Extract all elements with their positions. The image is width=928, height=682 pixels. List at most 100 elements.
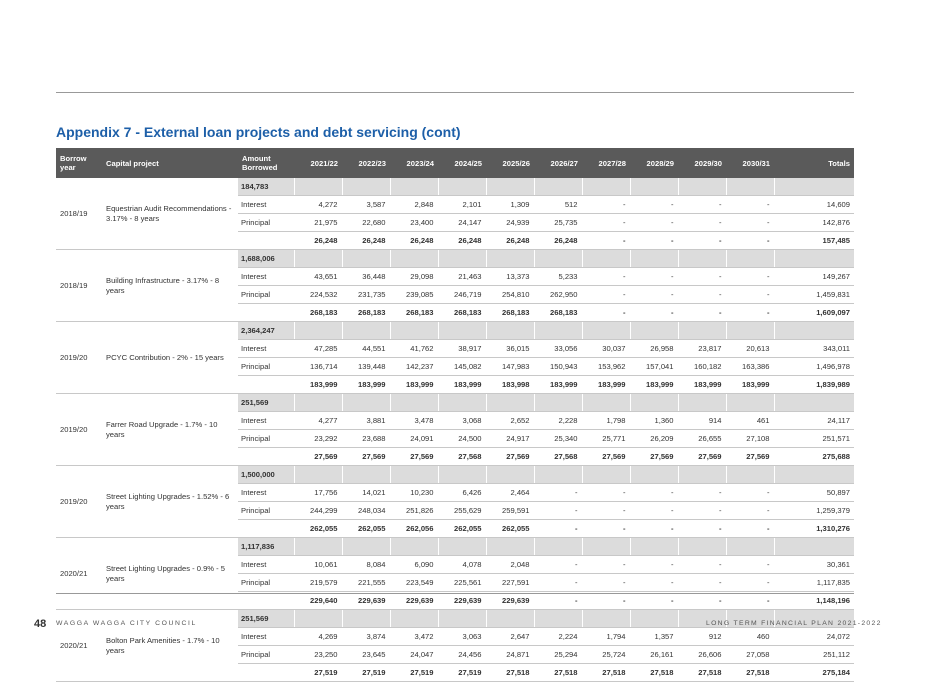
borrow-year-cell: 2018/19 bbox=[56, 249, 102, 322]
value-cell: - bbox=[629, 591, 678, 610]
empty-cell bbox=[293, 465, 342, 484]
value-cell: 1,357 bbox=[629, 627, 678, 646]
value-cell: 24,147 bbox=[437, 213, 486, 232]
value-cell: - bbox=[533, 591, 582, 610]
value-cell: 183,999 bbox=[725, 375, 774, 394]
empty-cell bbox=[629, 249, 678, 268]
value-cell: - bbox=[677, 213, 726, 232]
total-value-cell: 24,117 bbox=[773, 411, 854, 430]
value-cell: 183,999 bbox=[437, 375, 486, 394]
value-cell: 1,798 bbox=[581, 411, 630, 430]
value-cell: - bbox=[581, 555, 630, 574]
value-cell: 1,794 bbox=[581, 627, 630, 646]
value-cell: 23,688 bbox=[341, 429, 390, 448]
value-cell: 460 bbox=[725, 627, 774, 646]
value-cell: 223,549 bbox=[389, 573, 438, 592]
value-cell: - bbox=[533, 519, 582, 538]
value-cell: 512 bbox=[533, 195, 582, 214]
value-cell: 21,975 bbox=[293, 213, 342, 232]
value-cell: - bbox=[677, 519, 726, 538]
empty-cell bbox=[533, 321, 582, 340]
empty-cell bbox=[485, 178, 534, 196]
empty-cell bbox=[677, 393, 726, 412]
empty-cell bbox=[437, 321, 486, 340]
value-cell: 139,448 bbox=[341, 357, 390, 376]
value-cell: 262,055 bbox=[341, 519, 390, 538]
empty-cell bbox=[341, 609, 390, 628]
value-cell: - bbox=[629, 303, 678, 322]
total-value-cell: 275,688 bbox=[773, 447, 854, 466]
value-cell: 23,292 bbox=[293, 429, 342, 448]
empty-cell bbox=[677, 321, 726, 340]
empty-cell bbox=[533, 609, 582, 628]
empty-cell bbox=[238, 231, 294, 250]
total-value-cell: 24,072 bbox=[773, 627, 854, 646]
value-cell: 24,456 bbox=[437, 645, 486, 664]
value-cell: 3,063 bbox=[437, 627, 486, 646]
header-totals: Totals bbox=[774, 148, 854, 178]
empty-cell bbox=[293, 321, 342, 340]
amount-borrowed-cell: 251,569 bbox=[238, 393, 294, 412]
empty-cell bbox=[485, 321, 534, 340]
capital-project-cell: Building Infrastructure - 3.17% - 8 year… bbox=[102, 249, 238, 322]
header-year: 2028/29 bbox=[630, 148, 678, 178]
empty-cell bbox=[485, 537, 534, 556]
row-label: Interest bbox=[238, 555, 294, 574]
empty-cell bbox=[437, 178, 486, 196]
value-cell: 26,248 bbox=[485, 231, 534, 250]
value-cell: - bbox=[725, 267, 774, 286]
value-cell: - bbox=[677, 267, 726, 286]
footer-document-title: LONG TERM FINANCIAL PLAN 2021-2022 bbox=[706, 620, 882, 627]
amount-borrowed-cell: 1,117,836 bbox=[238, 537, 294, 556]
value-cell: 4,272 bbox=[293, 195, 342, 214]
total-value-cell: 251,112 bbox=[773, 645, 854, 664]
total-value-cell: 157,485 bbox=[773, 231, 854, 250]
value-cell: 20,613 bbox=[725, 339, 774, 358]
empty-cell bbox=[773, 321, 854, 340]
total-value-cell: 149,267 bbox=[773, 267, 854, 286]
value-cell: 183,999 bbox=[581, 375, 630, 394]
value-cell: 27,519 bbox=[437, 663, 486, 682]
total-row: 262,055 262,055 262,056 262,055 262,055- - - - -… bbox=[56, 519, 854, 538]
capital-project-cell: Street Lighting Upgrades - 1.52% - 6 yea… bbox=[102, 465, 238, 538]
empty-cell bbox=[677, 537, 726, 556]
row-label: Interest bbox=[238, 339, 294, 358]
value-cell: 24,047 bbox=[389, 645, 438, 664]
value-cell: 262,950 bbox=[533, 285, 582, 304]
value-cell: 4,277 bbox=[293, 411, 342, 430]
value-cell: - bbox=[677, 501, 726, 520]
empty-cell bbox=[485, 393, 534, 412]
value-cell: 44,551 bbox=[341, 339, 390, 358]
value-cell: 25,294 bbox=[533, 645, 582, 664]
principal-row: Principal 224,532 231,735 239,085 246,719 254… bbox=[56, 285, 854, 304]
project-amount-row: 2018/19 Equestrian Audit Recommendations … bbox=[56, 178, 854, 250]
value-cell: 27,518 bbox=[629, 663, 678, 682]
value-cell: - bbox=[677, 285, 726, 304]
empty-cell bbox=[581, 321, 630, 340]
empty-cell bbox=[581, 537, 630, 556]
value-cell: 27,518 bbox=[677, 663, 726, 682]
bottom-rule bbox=[56, 593, 854, 594]
value-cell: - bbox=[677, 303, 726, 322]
value-cell: 4,078 bbox=[437, 555, 486, 574]
row-label: Interest bbox=[238, 483, 294, 502]
value-cell: 150,943 bbox=[533, 357, 582, 376]
total-value-cell: 14,609 bbox=[773, 195, 854, 214]
value-cell: - bbox=[725, 285, 774, 304]
header-year: 2025/26 bbox=[486, 148, 534, 178]
value-cell: 147,983 bbox=[485, 357, 534, 376]
empty-cell bbox=[437, 537, 486, 556]
value-cell: 3,874 bbox=[341, 627, 390, 646]
value-cell: 1,360 bbox=[629, 411, 678, 430]
empty-cell bbox=[581, 249, 630, 268]
empty-cell bbox=[533, 537, 582, 556]
total-value-cell: 1,839,989 bbox=[773, 375, 854, 394]
value-cell: - bbox=[677, 591, 726, 610]
value-cell: 1,309 bbox=[485, 195, 534, 214]
project-amount-row: 2019/20 Street Lighting Upgrades - 1.52% … bbox=[56, 465, 854, 538]
value-cell: - bbox=[725, 591, 774, 610]
header-year: 2021/22 bbox=[294, 148, 342, 178]
value-cell: 163,386 bbox=[725, 357, 774, 376]
value-cell: - bbox=[629, 483, 678, 502]
value-cell: 157,041 bbox=[629, 357, 678, 376]
